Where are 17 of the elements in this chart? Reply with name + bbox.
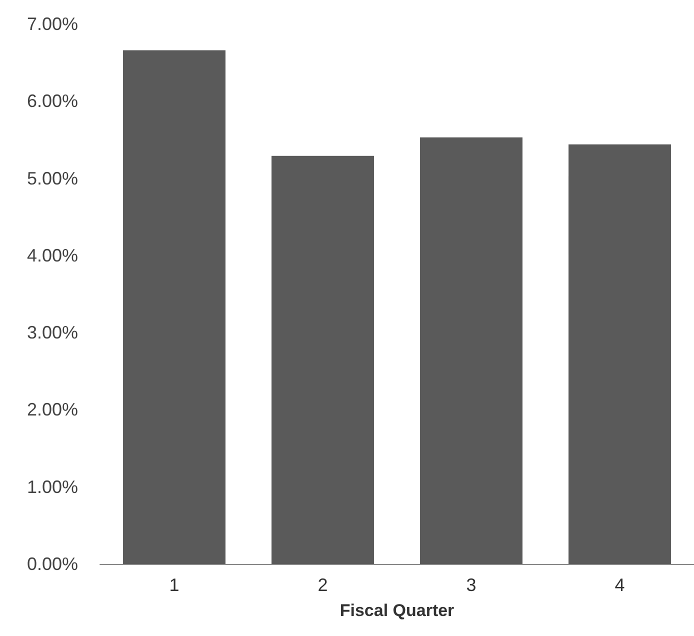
x-tick-label: 3 bbox=[466, 575, 476, 595]
bar bbox=[123, 50, 226, 564]
x-axis-title: Fiscal Quarter bbox=[340, 601, 455, 620]
y-tick-label: 5.00% bbox=[26, 168, 78, 188]
bar bbox=[272, 156, 374, 564]
bar bbox=[420, 137, 522, 564]
y-tick-label: 7.00% bbox=[26, 14, 78, 34]
y-tick-label: 6.00% bbox=[26, 91, 78, 112]
bar bbox=[568, 144, 671, 564]
y-tick-label: 1.00% bbox=[26, 476, 78, 497]
x-tick-label: 2 bbox=[318, 575, 328, 595]
x-tick-label: 4 bbox=[614, 575, 625, 595]
x-tick-label: 1 bbox=[169, 575, 180, 595]
y-tick-label: 0.00% bbox=[26, 554, 78, 574]
y-tick-label: 4.00% bbox=[26, 245, 78, 266]
y-tick-label: 3.00% bbox=[26, 322, 78, 343]
y-tick-label: 2.00% bbox=[26, 400, 78, 420]
